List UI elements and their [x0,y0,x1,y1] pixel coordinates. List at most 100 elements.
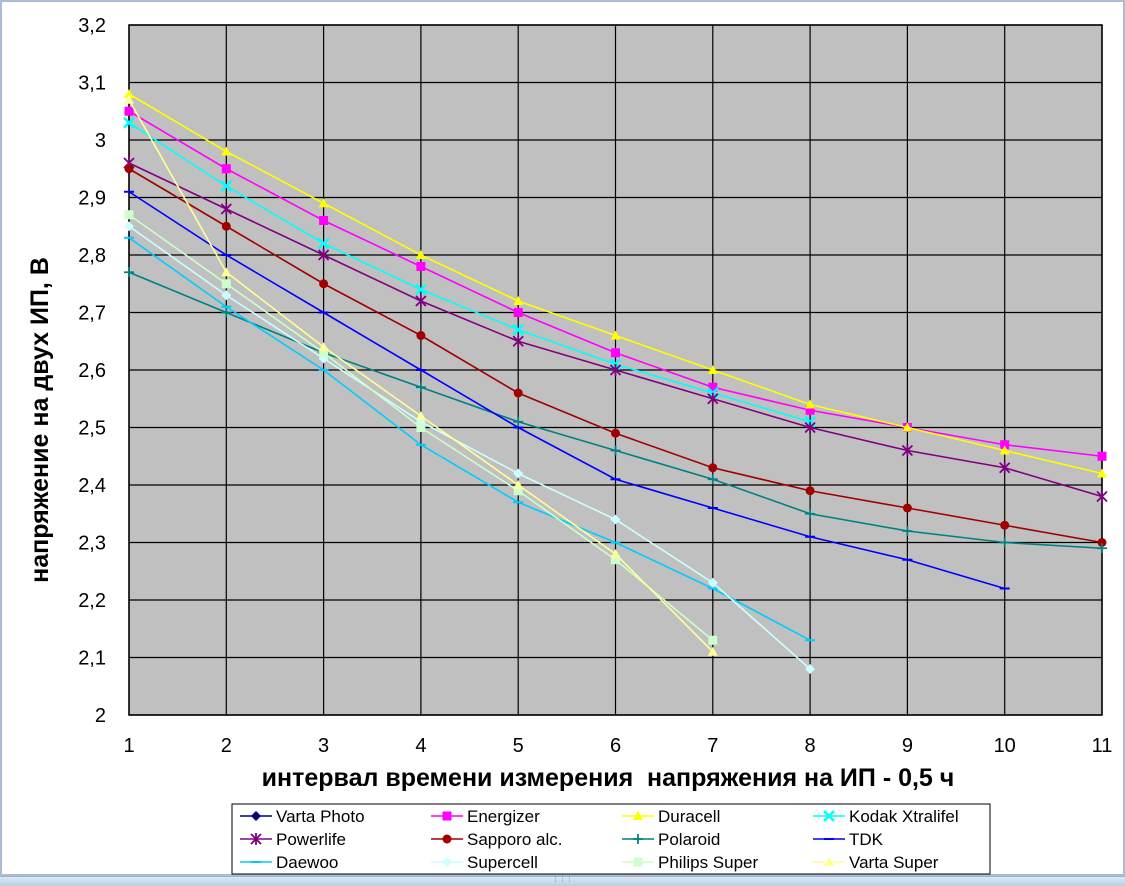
data-point-philips-super [708,635,718,645]
data-point-supercell [124,221,134,232]
data-point-sapporo-alc [416,331,426,340]
data-point-polaroid [124,267,134,278]
data-point-supercell [805,664,816,674]
data-point-sapporo-alc [1097,538,1107,547]
data-point-energizer [1097,451,1107,461]
data-point-kodak-xtralifel [317,237,330,250]
data-point-powerlife [999,461,1011,474]
data-point-polaroid [221,307,232,318]
legend-marker [442,834,452,844]
data-point-supercell [513,468,524,479]
legend-label: Kodak Xtralifel [849,807,959,826]
legend-item-daewoo: Daewoo [240,853,338,872]
legend-marker [442,811,452,821]
legend-item-varta-super: Varta Super [813,853,939,872]
data-point-duracell [318,198,329,208]
y-tick-label: 2,2 [78,590,106,612]
legend-label: Sapporo alc. [467,830,562,849]
series-philips-super [124,210,718,645]
legend-label: Duracell [658,807,720,826]
legend-item-kodak-xtralifel: Kodak Xtralifel [813,807,959,826]
series-line-supercell [128,225,811,670]
series-polaroid [124,267,1107,554]
y-tick-label: 3 [95,130,106,152]
y-tick-label: 2,5 [78,418,106,440]
data-point-varta-super [318,342,329,351]
data-point-duracell [902,422,913,432]
data-point-varta-super [513,480,524,489]
data-point-duracell [221,146,232,156]
y-tick-label: 2,4 [78,475,106,497]
data-point-powerlife [901,444,914,457]
legend-label: Energizer [467,807,540,826]
legend-label: Varta Super [849,853,939,872]
x-tick-labels: 1 2 3 4 5 6 7 8 9 10 11 [123,735,1112,757]
data-point-energizer [513,308,523,317]
x-tick-label: 6 [610,735,621,757]
data-point-sapporo-alc [611,428,620,438]
data-point-philips-super [319,348,329,358]
data-point-duracell [1097,468,1107,478]
y-axis-label: напряжение на двух ИП, В [26,257,54,583]
data-point-duracell [124,89,134,98]
data-point-sapporo-alc [805,486,815,496]
data-point-duracell [707,365,718,374]
data-point-powerlife [512,335,524,348]
data-point-sapporo-alc [513,388,523,398]
legend-marker [824,857,834,866]
x-tick-label: 11 [1092,735,1113,757]
series-sapporo-alc [124,164,1107,547]
data-point-varta-super [221,267,232,277]
data-point-polaroid [902,526,913,536]
data-point-polaroid [805,508,816,519]
legend-label: Powerlife [276,830,346,849]
data-point-energizer [221,164,231,174]
data-point-energizer [319,216,329,225]
legend-item-duracell: Duracell [622,807,720,826]
data-point-duracell [513,296,524,305]
data-point-powerlife [609,364,622,376]
legend-item-supercell: Supercell [431,853,538,872]
data-point-philips-super [611,555,620,565]
data-point-varta-super [415,411,426,420]
data-point-powerlife [1096,490,1108,503]
legend-marker [633,811,643,820]
legend-item-energizer: Energizer [431,807,540,826]
legend-item-powerlife: Powerlife [240,830,346,849]
data-point-powerlife [317,249,330,261]
data-point-sapporo-alc [319,279,329,289]
series-duracell [124,89,1107,478]
legend-marker [633,834,643,844]
x-axis-label: интервал времени измерения напряжения на… [262,764,955,792]
data-point-duracell [999,445,1010,455]
series-daewoo [124,236,816,642]
y-tick-labels: 2 2,1 2,2 2,3 2,4 2,5 2,6 2,7 2,8 2,9 3 3,1 3,2 [78,15,106,727]
window-bottom-border [0,876,1125,886]
x-tick-label: 7 [707,735,718,757]
data-point-kodak-xtralifel [512,323,525,336]
y-tick-label: 2,3 [78,533,106,555]
series-line-tdk [128,191,1005,590]
data-point-varta-super [610,549,621,558]
legend-item-tdk: TDK [813,830,884,849]
resize-grip-icon[interactable]: ⋮⋮⋮ [552,876,573,883]
data-point-supercell [221,290,232,301]
data-point-energizer [611,348,620,358]
legend-marker [250,833,262,845]
legend-marker [251,811,261,821]
legend-item-varta-photo: Varta Photo [240,807,365,826]
y-tick-label: 2,6 [78,360,106,382]
series-line-daewoo [128,237,811,641]
data-point-duracell [610,330,621,340]
data-point-kodak-xtralifel [123,116,135,129]
data-point-polaroid [513,416,524,427]
data-point-polaroid [707,474,718,485]
legend-marker [823,810,835,822]
data-point-varta-super [707,646,718,656]
data-point-powerlife [804,421,816,434]
series-tdk [124,190,1010,590]
x-tick-label: 9 [902,735,913,757]
legend-label: Varta Photo [276,807,365,826]
